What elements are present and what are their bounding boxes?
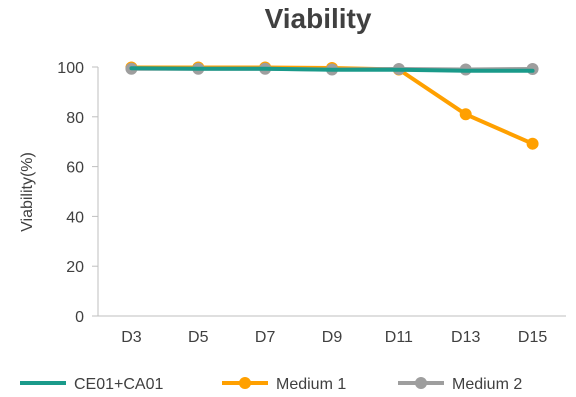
data-point xyxy=(526,137,539,150)
legend-item: Medium 2 xyxy=(398,376,522,393)
y-axis-title: Viability(%) xyxy=(19,152,36,232)
y-tick-label: 100 xyxy=(57,60,84,77)
y-tick-labels: 0 20 40 60 80 100 xyxy=(57,60,98,326)
y-tick-label: 60 xyxy=(66,160,84,177)
x-tick-label: D11 xyxy=(385,329,413,346)
x-tick-label: D13 xyxy=(451,329,480,346)
legend-item: CE01+CA01 xyxy=(20,376,163,393)
y-tick-label: 0 xyxy=(75,309,84,326)
legend-item: Medium 1 xyxy=(222,376,346,393)
y-tick-label: 20 xyxy=(66,259,84,276)
x-tick-label: D15 xyxy=(518,329,547,346)
series-layer xyxy=(125,61,539,150)
legend-marker xyxy=(239,377,251,389)
legend-label: Medium 1 xyxy=(276,376,346,393)
legend-label: Medium 2 xyxy=(452,376,522,393)
x-tick-label: D5 xyxy=(188,329,209,346)
x-tick-label: D7 xyxy=(255,329,276,346)
series-0 xyxy=(129,66,535,73)
legend: CE01+CA01 Medium 1 Medium 2 xyxy=(20,376,522,393)
series-line xyxy=(129,66,535,73)
series-line xyxy=(129,65,535,146)
legend-marker xyxy=(415,377,427,389)
data-point xyxy=(459,108,472,121)
x-tick-label: D3 xyxy=(121,329,142,346)
y-tick-label: 40 xyxy=(66,209,84,226)
x-tick-labels: D3 D5 D7 D9 D11 D13 D15 xyxy=(121,329,547,346)
y-tick-label: 80 xyxy=(66,110,84,127)
axes xyxy=(97,67,566,317)
legend-label: CE01+CA01 xyxy=(74,376,163,393)
chart-title: Viability xyxy=(265,3,372,34)
x-tick-label: D9 xyxy=(322,329,343,346)
